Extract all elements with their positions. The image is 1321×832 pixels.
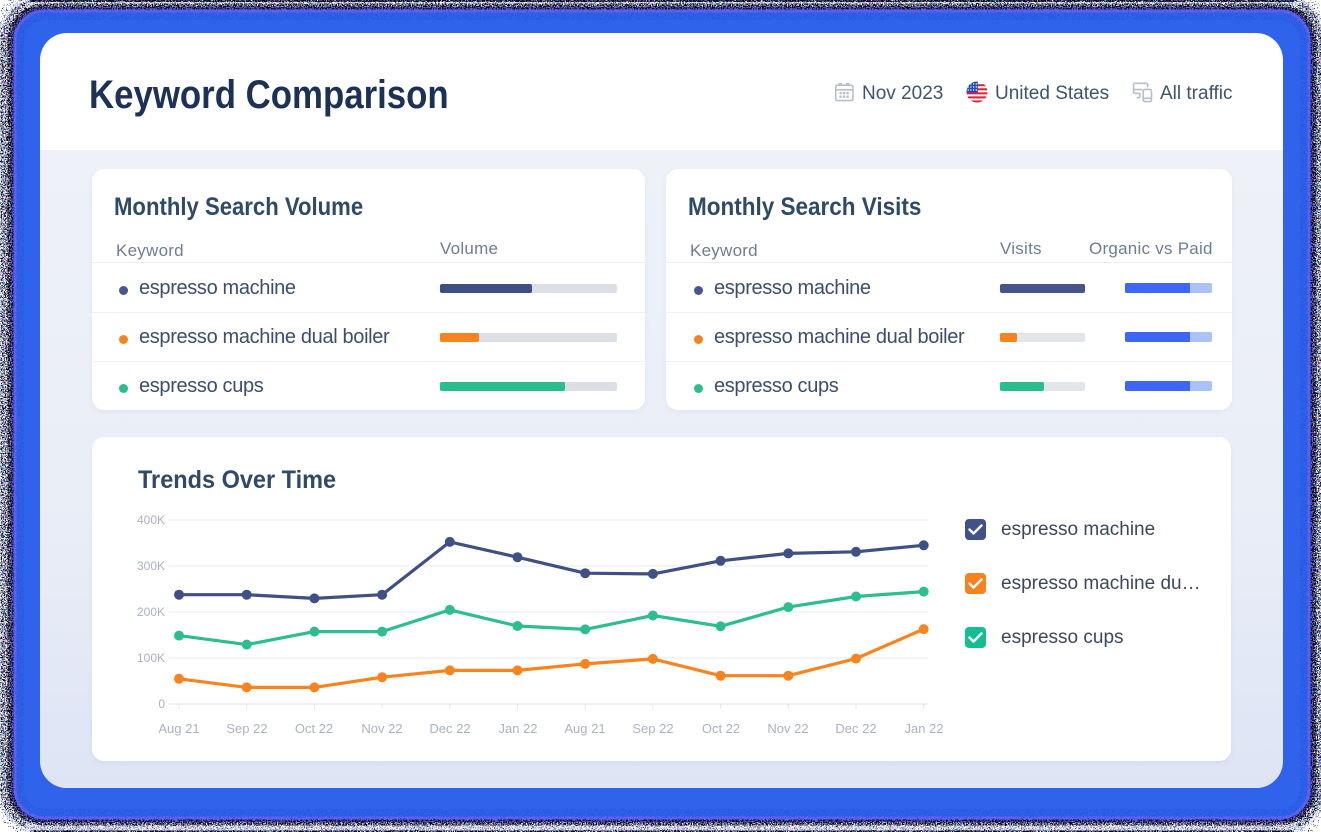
svg-text:Jan 22: Jan 22 — [904, 721, 943, 736]
svg-text:Aug 21: Aug 21 — [158, 721, 199, 736]
svg-text:400K: 400K — [137, 513, 165, 527]
svg-text:Sep 22: Sep 22 — [632, 721, 673, 736]
svg-text:Oct 22: Oct 22 — [702, 721, 740, 736]
svg-text:0: 0 — [158, 697, 165, 711]
svg-text:100K: 100K — [137, 651, 165, 665]
svg-text:Nov 22: Nov 22 — [767, 721, 808, 736]
svg-text:Sep 22: Sep 22 — [226, 721, 267, 736]
svg-text:Oct 22: Oct 22 — [295, 721, 333, 736]
svg-text:Dec 22: Dec 22 — [835, 721, 876, 736]
svg-text:Aug 21: Aug 21 — [564, 721, 605, 736]
svg-text:200K: 200K — [137, 605, 165, 619]
svg-text:Jan 22: Jan 22 — [498, 721, 537, 736]
svg-text:Dec 22: Dec 22 — [429, 721, 470, 736]
svg-text:300K: 300K — [137, 559, 165, 573]
svg-text:Nov 22: Nov 22 — [361, 721, 402, 736]
